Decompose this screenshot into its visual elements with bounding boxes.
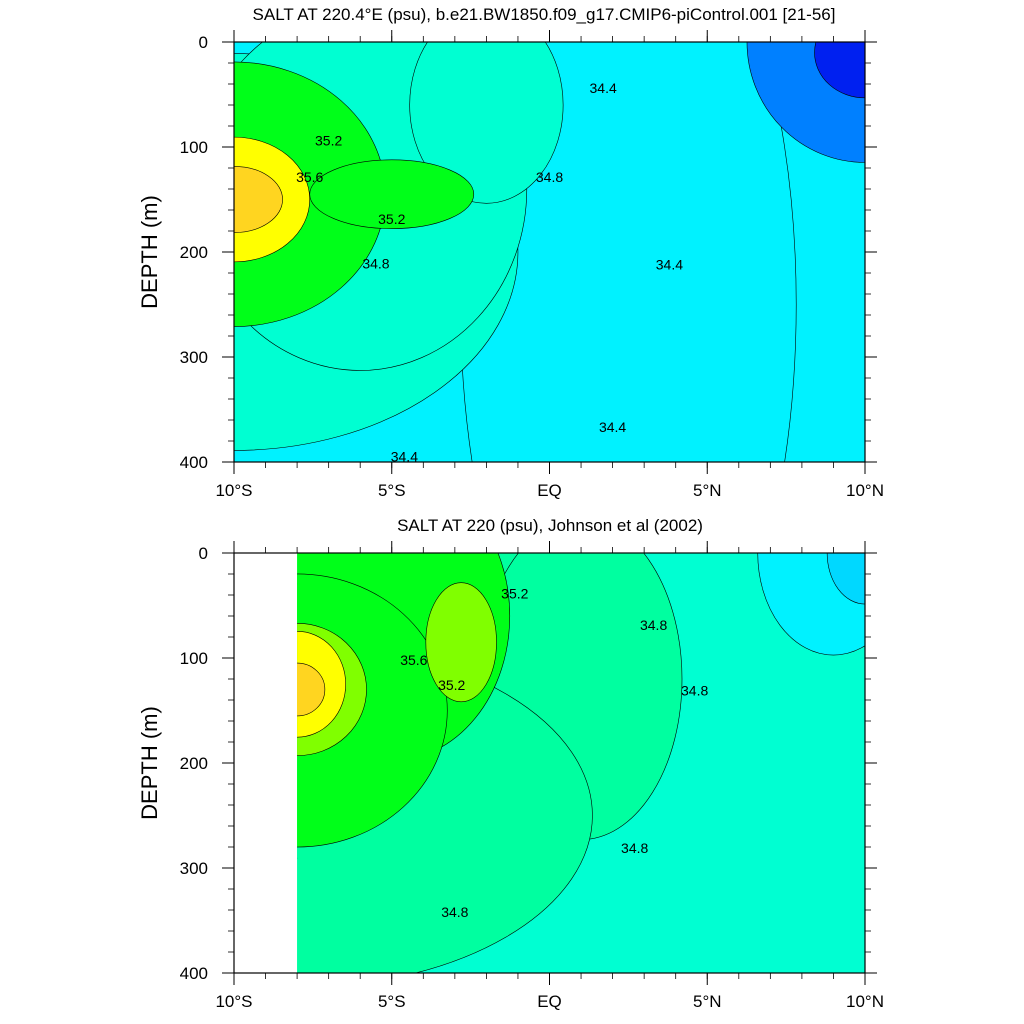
contour-label: 35.2 — [438, 677, 465, 693]
x-tick-label: 5°N — [693, 481, 722, 500]
panel-top: SALT AT 220.4°E (psu), b.e21.BW1850.f09_… — [137, 5, 884, 500]
y-tick-label: 200 — [180, 754, 208, 773]
contour-region — [814, 42, 865, 99]
chart-title: SALT AT 220.4°E (psu), b.e21.BW1850.f09_… — [253, 5, 836, 24]
contour-label: 35.6 — [296, 169, 323, 185]
y-tick-label: 0 — [199, 33, 208, 52]
y-axis-label: DEPTH (m) — [137, 195, 162, 309]
contour-label: 34.8 — [640, 617, 667, 633]
y-tick-label: 400 — [180, 964, 208, 983]
x-tick-label: 10°S — [215, 481, 252, 500]
x-tick-label: 10°S — [215, 992, 252, 1011]
y-tick-label: 100 — [180, 649, 208, 668]
contour-label: 34.4 — [391, 449, 418, 465]
contour-label: 34.8 — [621, 840, 648, 856]
chart-title: SALT AT 220 (psu), Johnson et al (2002) — [397, 516, 703, 535]
x-tick-label: 10°N — [846, 992, 884, 1011]
panel-bottom: SALT AT 220 (psu), Johnson et al (2002) … — [137, 516, 884, 1011]
contour-label: 35.2 — [378, 211, 405, 227]
contour-label: 34.4 — [656, 256, 683, 272]
x-tick-label: 10°N — [846, 481, 884, 500]
contour-region — [409, 42, 564, 204]
contour-label: 34.4 — [590, 80, 617, 96]
contour-label: 34.4 — [599, 419, 626, 435]
contour-label: 35.2 — [315, 132, 342, 148]
plot-area: 35.2 34.8 35.6 35.2 34.8 34.8 34.8 10°S 5°S EQ 5°N… — [180, 541, 884, 1011]
contour-label: 34.8 — [362, 255, 389, 271]
y-tick-label: 400 — [180, 453, 208, 472]
plot-area: 35.2 35.6 35.2 34.8 34.8 34.4 34.4 34.4 34.4 10°S… — [180, 30, 884, 500]
contour-label: 34.8 — [536, 169, 563, 185]
y-tick-label: 200 — [180, 243, 208, 262]
contour-region — [234, 166, 283, 233]
x-tick-label: EQ — [537, 481, 562, 500]
x-tick-label: EQ — [537, 992, 562, 1011]
y-tick-label: 300 — [180, 348, 208, 367]
x-tick-label: 5°S — [378, 992, 406, 1011]
y-tick-label: 0 — [199, 544, 208, 563]
contour-region — [297, 662, 326, 717]
contour-label: 35.6 — [400, 652, 427, 668]
contour-region — [425, 582, 497, 703]
x-tick-label: 5°S — [378, 481, 406, 500]
y-tick-label: 100 — [180, 138, 208, 157]
y-axis-label: DEPTH (m) — [137, 706, 162, 820]
y-tick-label: 300 — [180, 859, 208, 878]
contour-fill — [234, 42, 865, 462]
x-tick-label: 5°N — [693, 992, 722, 1011]
contour-fill — [297, 553, 866, 973]
contour-label: 34.8 — [681, 682, 708, 698]
contour-label: 35.2 — [501, 586, 528, 602]
contour-label: 34.8 — [441, 904, 468, 920]
